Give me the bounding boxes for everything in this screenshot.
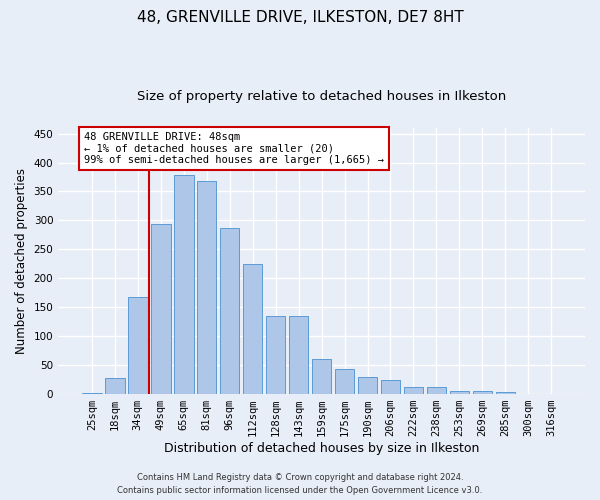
Bar: [358, 376, 377, 394]
Bar: [473, 391, 492, 394]
Bar: [496, 392, 515, 394]
Bar: [197, 181, 217, 394]
Bar: [220, 228, 239, 394]
Bar: [243, 264, 262, 394]
Bar: [105, 378, 125, 394]
Bar: [381, 380, 400, 394]
Bar: [312, 360, 331, 394]
Bar: [335, 369, 355, 394]
Text: Contains HM Land Registry data © Crown copyright and database right 2024.
Contai: Contains HM Land Registry data © Crown c…: [118, 474, 482, 495]
Bar: [289, 316, 308, 394]
Bar: [151, 224, 170, 394]
Title: Size of property relative to detached houses in Ilkeston: Size of property relative to detached ho…: [137, 90, 506, 103]
Bar: [266, 316, 286, 394]
X-axis label: Distribution of detached houses by size in Ilkeston: Distribution of detached houses by size …: [164, 442, 479, 455]
Bar: [427, 387, 446, 394]
Bar: [404, 387, 423, 394]
Bar: [174, 174, 194, 394]
Bar: [82, 393, 101, 394]
Bar: [128, 297, 148, 394]
Text: 48 GRENVILLE DRIVE: 48sqm
← 1% of detached houses are smaller (20)
99% of semi-d: 48 GRENVILLE DRIVE: 48sqm ← 1% of detach…: [84, 132, 384, 165]
Text: 48, GRENVILLE DRIVE, ILKESTON, DE7 8HT: 48, GRENVILLE DRIVE, ILKESTON, DE7 8HT: [137, 10, 463, 25]
Bar: [449, 390, 469, 394]
Y-axis label: Number of detached properties: Number of detached properties: [15, 168, 28, 354]
